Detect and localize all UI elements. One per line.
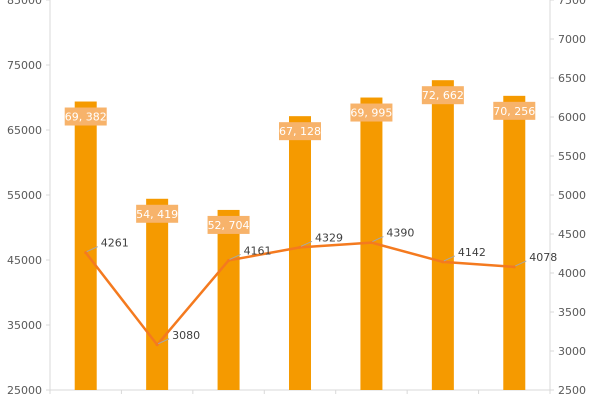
y-left-tick-label: 35000 [7,319,42,332]
line-point [84,251,88,255]
line-data-label-leader [157,338,170,345]
bar-data-label-text: 54, 419 [136,208,178,221]
bar-data-label: 70, 256 [493,101,536,120]
bar [289,116,311,390]
line-data-label-text: 4142 [458,246,486,259]
line-data-label-text: 4161 [244,244,272,257]
line-data-label: 4329 [300,231,343,247]
y-right-tick-label: 2500 [558,384,586,397]
line-point [227,258,231,262]
line-series [84,241,516,347]
y-left-tick-label: 75000 [7,59,42,72]
bar-data-label-text: 69, 382 [65,111,107,124]
line-point [298,245,302,249]
line-data-label: 4390 [372,227,414,243]
axes: 25000 35000 45000 55000 65000 75000 85000 2500 3… [7,0,586,397]
bar-data-label-text: 70, 256 [493,105,535,118]
y-left-tick-label: 65000 [7,124,42,137]
bar [74,101,97,390]
line-data-label-text: 4261 [101,237,129,250]
bar-data-label-box [493,101,536,120]
bar-data-label: 52, 704 [207,215,250,234]
line-data-label-text: 4329 [315,231,343,244]
line-data-label: 4078 [515,251,557,267]
line-data-label-leader [515,260,527,267]
y-right-tick-label: 3500 [558,306,586,319]
line-data-label: 4142 [443,246,486,262]
bar [431,80,454,391]
line-data-label-leader [300,240,313,247]
y-right-tick-label: 3000 [558,345,586,358]
line-point [155,343,159,347]
bar-data-label-box [207,215,250,234]
y-right-tick-label: 6000 [558,111,586,124]
line-data-label-text: 3080 [172,329,200,342]
y-right-tick-label: 7000 [558,33,586,46]
data-labels: 69, 382 54, 419 52, 704 67, 128 69, 995 72, 6… [64,86,557,345]
bar-data-label-box [279,122,321,141]
y-right-tick-label: 5000 [558,189,586,202]
bar [503,95,526,390]
bar-data-label-text: 69, 995 [350,107,392,120]
bar-data-label-box [136,204,179,223]
y-right-tick-label: 7500 [558,0,586,7]
bar-data-label-text: 72, 662 [422,89,464,102]
bar-data-label-text: 67, 128 [279,125,321,138]
bar-data-label-text: 52, 704 [208,219,250,232]
line-data-label-leader [86,246,98,253]
line-data-label-text: 4078 [529,251,557,264]
line-data-label-text: 4390 [386,227,414,240]
y-left-tick-label: 45000 [7,254,42,267]
line-point [512,265,516,269]
y-right-tick-label: 6500 [558,72,586,85]
bar-data-label-box [64,107,107,126]
bar [146,198,169,390]
bar-data-label-box [350,103,393,122]
y-left-tick-label: 25000 [7,384,42,397]
bar [217,209,240,390]
y-left-tick-label: 85000 [7,0,42,7]
bar-data-label: 54, 419 [136,204,179,223]
bar-data-label: 67, 128 [279,122,321,141]
bar-data-label: 69, 995 [350,103,393,122]
y-left-tick-label: 55000 [7,189,42,202]
line-point [441,260,445,264]
line-data-label: 3080 [157,329,200,345]
line-data-label-leader [443,255,456,262]
bar-data-label: 72, 662 [421,86,464,105]
y-right-tick-label: 4500 [558,228,586,241]
line-data-label: 4161 [229,244,272,260]
line-data-label-leader [372,236,384,243]
line-point [369,241,373,245]
y-right-tick-label: 4000 [558,267,586,280]
y-right-tick-label: 5500 [558,150,586,163]
line-data-label: 4261 [86,237,129,253]
bar-data-label: 69, 382 [64,107,107,126]
bar-data-label-box [421,86,464,105]
line-data-label-leader [229,253,241,260]
